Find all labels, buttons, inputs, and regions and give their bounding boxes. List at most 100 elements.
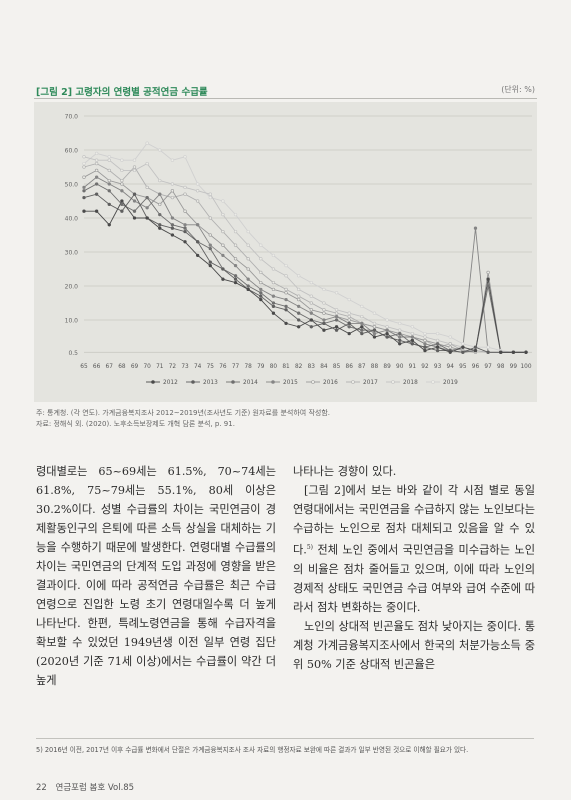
data-point-2017 <box>246 257 250 261</box>
legend-marker <box>431 380 435 384</box>
data-point-2019 <box>486 345 490 349</box>
x-tick-label: 67 <box>106 364 114 370</box>
data-point-2014 <box>94 182 99 186</box>
data-point-2012 <box>221 277 225 281</box>
data-point-2015 <box>322 318 326 322</box>
data-point-2014 <box>145 195 149 200</box>
data-point-2013 <box>271 304 276 309</box>
y-tick-label: 30.0 <box>65 250 79 257</box>
data-point-2019 <box>360 304 364 309</box>
x-tick-label: 76 <box>219 364 227 370</box>
data-point-2018 <box>259 257 263 261</box>
data-point-2012 <box>233 280 238 285</box>
data-point-2017 <box>347 314 351 319</box>
data-point-2014 <box>284 304 288 309</box>
data-point-2012 <box>398 342 402 346</box>
data-point-2019 <box>82 161 86 166</box>
data-point-2016 <box>208 233 212 237</box>
data-point-2013 <box>132 192 137 196</box>
x-tick-label: 89 <box>383 364 391 370</box>
data-point-2018 <box>284 274 288 278</box>
data-point-2012 <box>132 216 137 220</box>
x-tick-label: 78 <box>244 364 252 370</box>
data-point-2019 <box>170 158 175 162</box>
legend-label: 2012 <box>163 380 178 386</box>
data-point-2015 <box>120 189 124 193</box>
data-point-2012 <box>196 253 200 258</box>
data-point-2017 <box>120 178 124 183</box>
journal-name: 연금포럼 봄호 Vol.85 <box>55 783 135 793</box>
data-point-2016 <box>347 318 351 322</box>
data-point-2015 <box>297 304 301 309</box>
data-point-2014 <box>107 189 111 193</box>
data-point-2018 <box>132 168 137 173</box>
data-point-2019 <box>246 229 250 234</box>
data-point-2015 <box>233 263 238 268</box>
x-tick-label: 77 <box>232 364 240 370</box>
data-point-2017 <box>297 294 301 298</box>
data-point-2019 <box>297 274 301 278</box>
data-point-2019 <box>372 311 377 315</box>
data-point-2014 <box>183 226 187 230</box>
data-point-2015 <box>385 328 389 332</box>
data-point-2014 <box>158 212 162 217</box>
data-point-2015 <box>398 335 402 339</box>
data-point-2019 <box>183 155 187 159</box>
data-point-2012 <box>94 209 99 213</box>
data-point-2012 <box>423 348 427 353</box>
data-point-2017 <box>82 165 86 169</box>
data-point-2012 <box>145 216 149 220</box>
data-point-2012 <box>435 345 440 349</box>
data-point-2015 <box>94 175 99 179</box>
data-point-2014 <box>233 274 238 278</box>
data-point-2019 <box>385 318 389 322</box>
data-point-2014 <box>246 284 250 288</box>
data-point-2016 <box>120 182 124 186</box>
legend-label: 2014 <box>243 380 258 386</box>
data-point-2019 <box>107 155 111 159</box>
data-point-2017 <box>221 229 225 234</box>
body-paragraph: 노인의 상대적 빈곤율도 점차 낮아지는 중이다. 통계청 가계금융복지조사에서… <box>293 619 535 671</box>
data-point-2015 <box>158 192 162 196</box>
footnote-ref[interactable]: 5) <box>306 544 314 551</box>
data-point-2015 <box>246 277 250 281</box>
data-point-2018 <box>435 338 440 343</box>
legend-marker <box>271 380 275 384</box>
x-tick-label: 81 <box>282 364 290 370</box>
data-point-2014 <box>271 301 276 305</box>
data-point-2012 <box>524 350 528 354</box>
data-point-2019 <box>322 287 326 292</box>
data-point-2013 <box>82 195 86 200</box>
data-point-2012 <box>271 311 276 315</box>
x-tick-label: 94 <box>447 364 455 370</box>
y-tick-label: 0.5 <box>68 350 78 357</box>
data-point-2018 <box>233 229 238 234</box>
data-point-2013 <box>259 294 263 298</box>
data-point-2018 <box>246 243 250 247</box>
series-line-2018 <box>83 156 526 353</box>
data-point-2012 <box>360 325 364 329</box>
data-point-2018 <box>297 287 301 292</box>
data-point-2016 <box>259 280 263 285</box>
x-tick-label: 86 <box>346 364 354 370</box>
data-point-2018 <box>170 182 175 186</box>
data-point-2012 <box>170 233 175 237</box>
data-point-2019 <box>94 151 99 156</box>
x-tick-label: 88 <box>371 364 379 370</box>
data-point-2013 <box>347 321 351 326</box>
reference-note: 자료: 정해식 외. (2020). 노후소득보장제도 개혁 담론 분석, p.… <box>36 420 235 428</box>
data-point-2016 <box>246 267 250 271</box>
data-point-2019 <box>158 148 162 152</box>
body-paragraph: [그림 2]에서 보는 바와 같이 각 시점 별로 동일 연령대에서는 국민연금… <box>293 481 535 617</box>
legend-marker <box>191 380 195 384</box>
data-point-2014 <box>120 202 124 207</box>
data-point-2013 <box>170 226 175 230</box>
footnote: 5) 2016년 이전, 2017년 이후 수급률 변화에서 단절은 가계금융복… <box>36 746 469 754</box>
x-tick-label: 90 <box>396 364 404 370</box>
data-point-2016 <box>221 243 225 247</box>
data-point-2019 <box>461 342 465 346</box>
y-tick-label: 70.0 <box>65 114 79 121</box>
data-point-2013 <box>385 335 389 339</box>
data-point-2015 <box>221 253 225 258</box>
data-point-2018 <box>82 155 86 159</box>
